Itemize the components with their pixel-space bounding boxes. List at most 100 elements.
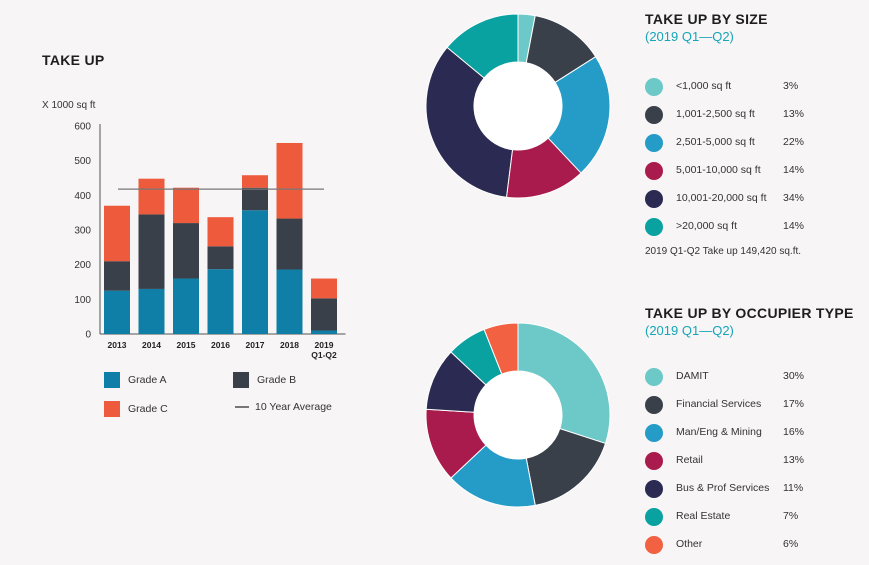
donut-slice xyxy=(425,46,514,198)
occupier-legend-label: Other xyxy=(676,538,703,550)
donut-slice xyxy=(517,322,611,445)
size-legend-label: <1,000 sq ft xyxy=(676,80,732,92)
occupier-legend-dot xyxy=(645,424,663,442)
bar-grade-c xyxy=(207,217,234,247)
legend-grade-a: Grade A xyxy=(104,372,167,388)
size-legend-label: 10,001-20,000 sq ft xyxy=(676,192,767,204)
y-axis-label: X 1000 sq ft xyxy=(42,100,96,111)
size-legend-item: >20,000 sq ft 14% xyxy=(645,217,865,237)
occupier-legend-percent: 30% xyxy=(783,370,805,382)
occupier-legend-label: DAMIT xyxy=(676,370,709,382)
x-tick-label: 2018 xyxy=(280,340,299,350)
legend-grade-a-swatch xyxy=(104,372,120,388)
occupier-legend-percent: 16% xyxy=(783,426,805,438)
bar-grade-c xyxy=(104,205,130,262)
occupier-legend-item: Financial Services 17% xyxy=(645,395,865,415)
size-legend-percent: 14% xyxy=(783,220,805,232)
x-tick-label: 2015 xyxy=(177,340,196,350)
legend-grade-a-label: Grade A xyxy=(128,374,167,386)
bar-grade-a xyxy=(207,269,234,334)
size-take-up-note: 2019 Q1-Q2 Take up 149,420 sq.ft. xyxy=(645,246,802,257)
legend-grade-c-swatch xyxy=(104,401,120,417)
occupier-legend-label: Financial Services xyxy=(676,398,762,410)
size-legend-label: 1,001-2,500 sq ft xyxy=(676,108,755,120)
bar-grade-c xyxy=(276,142,303,219)
occupier-legend-item: Other 6% xyxy=(645,535,865,555)
size-legend-percent: 14% xyxy=(783,164,805,176)
size-legend-item: 5,001-10,000 sq ft 14% xyxy=(645,161,865,181)
y-tick-label: 300 xyxy=(74,226,91,237)
y-tick-label: 100 xyxy=(74,295,91,306)
take-up-title: TAKE UP xyxy=(42,52,105,68)
size-legend-percent: 13% xyxy=(783,108,805,120)
occupier-legend-item: Bus & Prof Services 11% xyxy=(645,479,865,499)
take-up-by-occupier-donut xyxy=(425,322,611,508)
size-legend-label: 5,001-10,000 sq ft xyxy=(676,164,761,176)
legend-grade-c-label: Grade C xyxy=(128,403,168,415)
size-legend-item: <1,000 sq ft 3% xyxy=(645,77,865,97)
size-legend-dot xyxy=(645,190,663,208)
donut-slice xyxy=(483,322,519,375)
legend-grade-b: Grade B xyxy=(233,372,296,388)
bar-grade-b xyxy=(242,187,268,211)
bar-grade-c xyxy=(311,278,337,299)
size-legend-item: 2,501-5,000 sq ft 22% xyxy=(645,133,865,153)
bar-grade-a xyxy=(276,269,303,334)
bar-grade-b xyxy=(311,298,337,331)
occupier-legend-item: DAMIT 30% xyxy=(645,367,865,387)
size-subtitle: (2019 Q1—Q2) xyxy=(645,29,734,44)
size-legend-percent: 3% xyxy=(783,80,799,92)
occupier-legend-percent: 17% xyxy=(783,398,805,410)
size-title: TAKE UP BY SIZE xyxy=(645,11,768,27)
occupier-legend-dot xyxy=(645,480,663,498)
bar-grade-a xyxy=(138,288,165,334)
size-legend-item: 10,001-20,000 sq ft 34% xyxy=(645,189,865,209)
size-legend-item: 1,001-2,500 sq ft 13% xyxy=(645,105,865,125)
x-tick-label: 2017 xyxy=(246,340,265,350)
occupier-legend-percent: 11% xyxy=(783,482,804,494)
legend-average-label: 10 Year Average xyxy=(255,401,332,413)
occupier-legend-dot xyxy=(645,452,663,470)
occupier-title: TAKE UP BY OCCUPIER TYPE xyxy=(645,305,854,321)
occupier-legend-item: Man/Eng & Mining 16% xyxy=(645,423,865,443)
bar-grade-a xyxy=(311,330,337,334)
size-legend-dot xyxy=(645,162,663,180)
occupier-legend-percent: 6% xyxy=(783,538,799,550)
occupier-legend-dot xyxy=(645,536,663,554)
occupier-legend-label: Retail xyxy=(676,454,703,466)
occupier-legend-dot xyxy=(645,368,663,386)
bar-grade-a xyxy=(173,278,199,334)
occupier-legend-label: Man/Eng & Mining xyxy=(676,426,762,438)
bar-grade-a xyxy=(242,210,268,334)
donut-slice xyxy=(446,13,519,79)
bar-grade-b xyxy=(276,218,303,270)
bar-grade-b xyxy=(138,214,165,289)
size-legend-dot xyxy=(645,218,663,236)
size-legend-dot xyxy=(645,78,663,96)
legend-ten-year-average: 10 Year Average xyxy=(235,401,332,413)
x-tick-label: 2014 xyxy=(142,340,161,350)
y-tick-label: 400 xyxy=(74,191,91,202)
bar-grade-c xyxy=(138,178,165,215)
x-tick-label: 2016 xyxy=(211,340,230,350)
bar-grade-c xyxy=(173,187,199,224)
size-legend-percent: 22% xyxy=(783,136,805,148)
size-legend-label: >20,000 sq ft xyxy=(676,220,738,232)
take-up-bar-chart: 0 100 200 300 400 500 600 2013 2014 2015 2016 2017 2… xyxy=(74,122,346,360)
legend-grade-b-label: Grade B xyxy=(257,374,297,386)
size-legend-percent: 34% xyxy=(783,192,805,204)
occupier-legend-percent: 13% xyxy=(783,454,805,466)
y-tick-label: 0 xyxy=(85,330,91,341)
occupier-legend-item: Real Estate 7% xyxy=(645,507,865,527)
legend-grade-c: Grade C xyxy=(104,401,168,417)
x-tick-label: 2019 xyxy=(315,340,334,350)
bar-grade-c xyxy=(242,175,268,188)
x-tick-label: Q1-Q2 xyxy=(311,350,337,360)
occupier-legend-item: Retail 13% xyxy=(645,451,865,471)
occupier-legend-label: Real Estate xyxy=(676,510,731,522)
size-legend-dot xyxy=(645,106,663,124)
bar-grade-b xyxy=(207,246,234,270)
occupier-legend-percent: 7% xyxy=(783,510,799,522)
take-up-by-size-donut xyxy=(425,13,611,199)
occupier-legend-dot xyxy=(645,508,663,526)
